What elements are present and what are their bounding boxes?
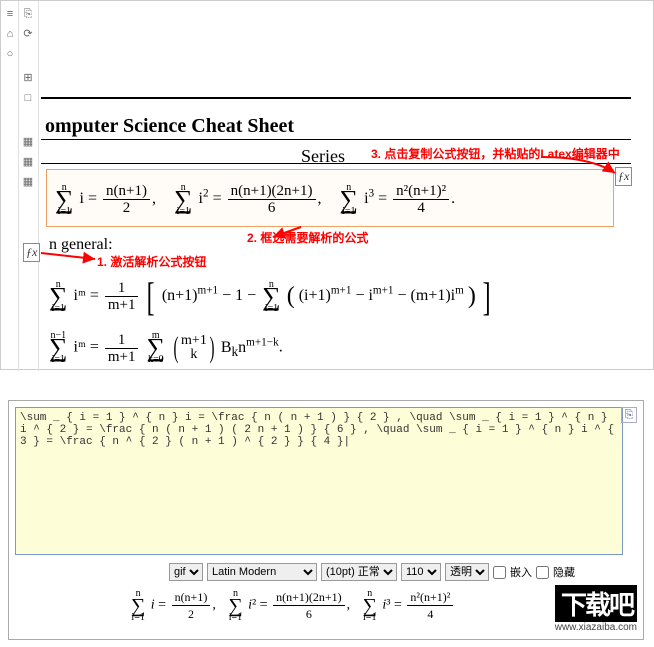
sigma-icon: ∑ni=1 bbox=[228, 593, 242, 619]
hide-label: 隐藏 bbox=[553, 564, 575, 580]
sigma-icon: ∑n−1i=1 bbox=[49, 335, 68, 361]
font-select[interactable]: Latin Modern bbox=[207, 563, 317, 581]
sigma-icon: ∑mk=0 bbox=[146, 335, 165, 361]
document-title: omputer Science Cheat Sheet bbox=[45, 115, 294, 138]
fraction: n(n+1)2 bbox=[172, 589, 211, 622]
tool-icon-2[interactable]: ⟳ bbox=[21, 27, 35, 41]
fraction: 1m+1 bbox=[105, 280, 139, 313]
fraction: n(n+1)2 bbox=[103, 183, 150, 216]
sigma-icon: ∑ni=1 bbox=[340, 187, 359, 213]
tool-icon-3[interactable]: ⊞ bbox=[21, 71, 35, 85]
binomial: m+1k bbox=[171, 331, 217, 365]
formula-text: Bknm+1−k bbox=[221, 339, 279, 356]
sigma-icon: ∑ni=1 bbox=[49, 284, 68, 310]
formula-text: i3 bbox=[364, 190, 374, 207]
search-icon[interactable]: ○ bbox=[3, 47, 17, 61]
latex-editor-panel: \sum _ { i = 1 } ^ { n } i = \frac { n (… bbox=[8, 400, 644, 640]
formula-text: iᵐ bbox=[74, 287, 86, 304]
rendered-formula: ∑ni=1 i = n(n+1)2, ∑ni=1 i² = n(n+1)(2n+… bbox=[129, 589, 455, 622]
formula-general-1: ∑ni=1 iᵐ = 1m+1 [ (n+1)m+1 − 1 − ∑ni=1 (… bbox=[47, 273, 493, 320]
divider bbox=[41, 139, 631, 140]
hide-checkbox[interactable] bbox=[536, 566, 549, 579]
annotation-3: 3. 点击复制公式按钮，并粘贴的Latex编辑器中 bbox=[371, 145, 620, 162]
tool-icon-6[interactable]: ▦ bbox=[21, 155, 35, 169]
formula-text: (i+1)m+1 − im+1 − (m+1)im bbox=[299, 287, 464, 304]
formula-row-1: ∑ni=1 i = n(n+1)2, ∑ni=1 i2 = n(n+1)(2n+… bbox=[53, 183, 455, 216]
formula-text: i bbox=[80, 190, 84, 207]
in-general-label: n general: bbox=[49, 236, 113, 254]
render-controls: gif Latin Modern (10pt) 正常 110 透明 嵌入 隐藏 bbox=[169, 563, 575, 581]
formula-text: − 1 − bbox=[222, 287, 260, 304]
paren-icon: ( bbox=[287, 283, 295, 309]
bracket-icon: [ bbox=[147, 273, 155, 320]
paren-icon: ) bbox=[468, 283, 476, 309]
tool-icon-4[interactable]: □ bbox=[21, 91, 35, 105]
parse-formula-button[interactable]: ƒx bbox=[23, 243, 40, 262]
sigma-icon: ∑ni=1 bbox=[262, 284, 281, 310]
copy-icon[interactable]: ⎘ bbox=[621, 407, 637, 423]
sigma-icon: ∑ni=1 bbox=[174, 187, 193, 213]
size-select[interactable]: (10pt) 正常 bbox=[321, 563, 397, 581]
pdf-viewer-panel: ≡ ⌂ ○ ⎘ ⟳ ⊞ □ ▦ ▦ ▦ omputer Science Chea… bbox=[0, 0, 654, 370]
section-title: Series bbox=[301, 146, 345, 167]
tool-icon-1[interactable]: ⎘ bbox=[21, 7, 35, 21]
home-icon[interactable]: ⌂ bbox=[3, 27, 17, 41]
fraction: 1m+1 bbox=[105, 332, 139, 365]
fraction: n(n+1)(2n+1)6 bbox=[273, 589, 345, 622]
formula-text: i2 bbox=[199, 190, 209, 207]
tool-icon-7[interactable]: ▦ bbox=[21, 175, 35, 189]
annotation-2: 2. 框选需要解析的公式 bbox=[247, 229, 368, 246]
fraction: n(n+1)(2n+1)6 bbox=[228, 183, 316, 216]
fraction: n²(n+1)²4 bbox=[407, 589, 453, 622]
sigma-icon: ∑ni=1 bbox=[55, 187, 74, 213]
left-rail-2: ⎘ ⟳ ⊞ □ ▦ ▦ ▦ bbox=[19, 1, 39, 371]
left-rail-1: ≡ ⌂ ○ bbox=[1, 1, 19, 371]
annotation-1: 1. 激活解析公式按钮 bbox=[97, 253, 206, 270]
copy-formula-button[interactable]: ƒx bbox=[615, 167, 632, 186]
formula-text: (n+1)m+1 bbox=[162, 287, 218, 304]
fraction: n²(n+1)²4 bbox=[393, 183, 449, 216]
latex-textarea[interactable]: \sum _ { i = 1 } ^ { n } i = \frac { n (… bbox=[15, 407, 623, 555]
tool-icon-5[interactable]: ▦ bbox=[21, 135, 35, 149]
format-select[interactable]: gif bbox=[169, 563, 203, 581]
watermark-text: 下载吧 bbox=[555, 585, 637, 622]
bg-select[interactable]: 透明 bbox=[445, 563, 489, 581]
embed-label: 嵌入 bbox=[510, 564, 532, 580]
divider bbox=[41, 97, 631, 99]
watermark-url: www.xiazaiba.com bbox=[555, 622, 637, 633]
sigma-icon: ∑ni=1 bbox=[363, 593, 377, 619]
formula-text: iᵐ bbox=[74, 339, 86, 356]
sigma-icon: ∑ni=1 bbox=[131, 593, 145, 619]
dpi-select[interactable]: 110 bbox=[401, 563, 441, 581]
formula-general-2: ∑n−1i=1 iᵐ = 1m+1 ∑mk=0 m+1k Bknm+1−k. bbox=[47, 331, 283, 365]
embed-checkbox[interactable] bbox=[493, 566, 506, 579]
menu-icon[interactable]: ≡ bbox=[3, 7, 17, 21]
bracket-icon: ] bbox=[482, 273, 490, 320]
watermark: 下载吧 www.xiazaiba.com bbox=[555, 585, 637, 633]
